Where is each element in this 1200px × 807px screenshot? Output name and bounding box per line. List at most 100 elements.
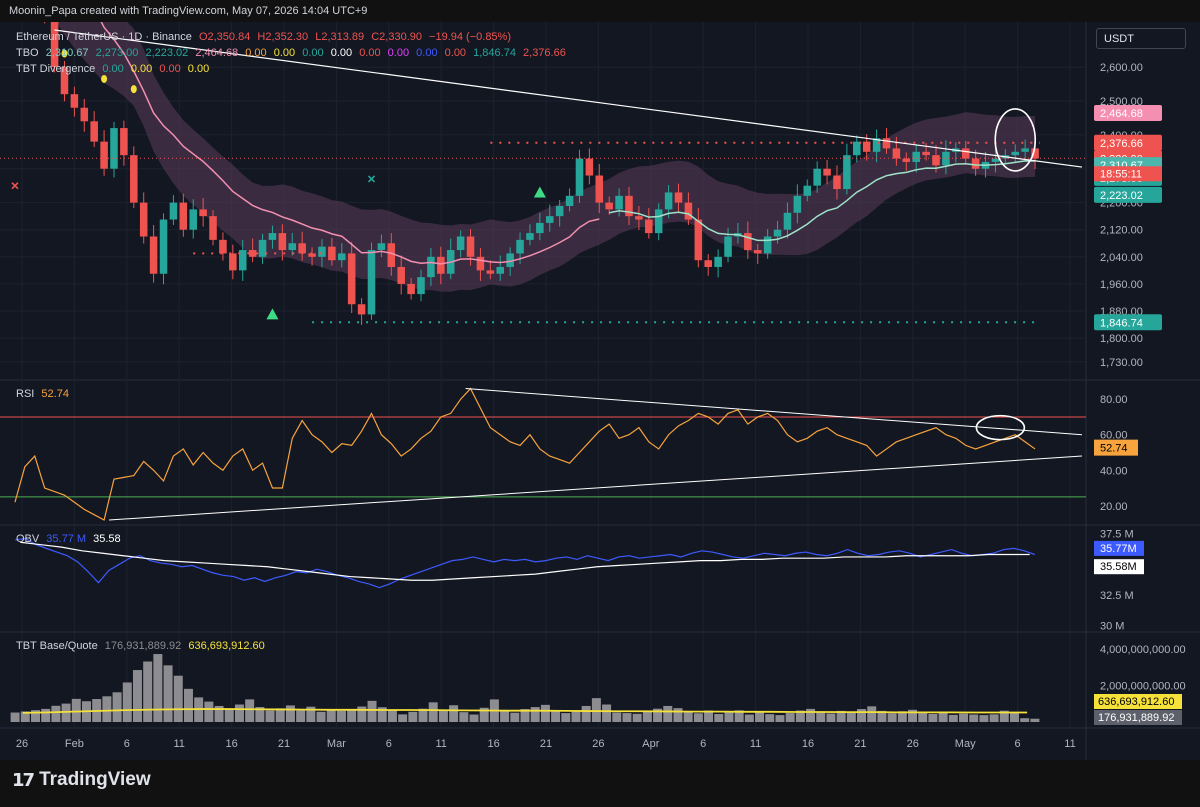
candle-body (536, 222, 544, 234)
price-badge-text: 1,846.74 (1100, 317, 1143, 329)
candle-body (318, 246, 326, 257)
volume-tick-label: 2,000,000,000.00 (1100, 681, 1186, 693)
countdown-badge: 18:55:11 (1094, 166, 1162, 182)
tbo-value: 0.00 (444, 47, 467, 59)
volume-bar (326, 709, 336, 722)
volume-bar (918, 713, 928, 722)
candle-body (258, 239, 267, 257)
rsi-legend[interactable]: RSI 52.74 (16, 388, 73, 400)
volume-bar (306, 706, 316, 722)
candle-body (763, 236, 772, 254)
tbo-value: 0.00 (359, 47, 381, 59)
candle-body (308, 253, 316, 257)
volume-bar (255, 707, 265, 722)
top-bar: Moonin_Papa created with TradingView.com… (0, 0, 1200, 22)
candle-body (476, 256, 485, 271)
time-tick-label: 6 (124, 738, 130, 750)
price-badge-text: 2,223.02 (1100, 190, 1143, 202)
volume-bar (265, 710, 275, 722)
tradingview-logo[interactable]: 𝟭𝟳 TradingView (12, 769, 151, 791)
volume-bar (41, 708, 51, 722)
obv-legend[interactable]: OBV 35.77 M 35.58 (16, 533, 125, 545)
tbt-divergence-legend[interactable]: TBT Divergence 0.00 0.00 0.00 0.00 (16, 63, 213, 75)
candle-body (605, 202, 613, 210)
volume-bar (989, 714, 999, 722)
obv-ma-badge-text: 35.58M (1100, 561, 1137, 573)
volume-bar (367, 700, 377, 722)
volume-bar (408, 711, 418, 722)
candle-body (704, 260, 712, 267)
tbo-value: 0.00 (330, 47, 353, 59)
candle-body (159, 219, 168, 274)
volume-bar (561, 713, 571, 722)
candle-body (783, 212, 792, 230)
candle-body (674, 192, 683, 203)
tbo-value: 0.00 (245, 47, 267, 59)
candle-body (139, 202, 148, 237)
volume-bar (153, 654, 163, 722)
volume-bar (683, 711, 693, 722)
volume-bar (530, 707, 540, 722)
volume-bar (1010, 711, 1020, 722)
rsi-pane (0, 387, 1086, 521)
rsi-line (14, 387, 1036, 521)
volume-bar (663, 705, 673, 722)
obv-badge-bg (1094, 540, 1144, 556)
ohlc-open: O2,350.84 (198, 31, 251, 43)
candle-body (892, 148, 901, 159)
volume-bar (418, 708, 428, 722)
candle-body (843, 155, 851, 190)
volume-bar (969, 714, 979, 722)
obv-value: 35.77 M (46, 533, 87, 545)
rsi-lower-trendline (109, 455, 1083, 521)
tbo-value: 2,273.00 (95, 47, 139, 59)
time-tick-label: 16 (802, 738, 814, 750)
price-tick-label: 2,040.00 (1100, 252, 1143, 264)
candle-body (407, 283, 415, 295)
time-tick-label: 21 (540, 738, 552, 750)
footer (0, 760, 1200, 807)
volume-bar (204, 701, 214, 722)
time-tick-label: 16 (225, 738, 237, 750)
tbo-value: 1,846.74 (473, 47, 516, 59)
volume-bar (10, 712, 20, 722)
volume-bar (143, 661, 153, 722)
candle-body (456, 236, 465, 251)
volume-bar (959, 713, 969, 722)
candle-body (298, 243, 306, 254)
symbol-legend[interactable]: Ethereum / TetherUS · 1D · Binance O2,35… (16, 31, 515, 43)
volume-badge-text: 176,931,889.92 (1098, 712, 1174, 724)
tbt-bq-ma-value: 636,693,912.60 (188, 640, 265, 652)
volume-bar (30, 710, 40, 722)
candle-body (862, 141, 871, 152)
tbt-base-quote-legend[interactable]: TBT Base/Quote 176,931,889.92 636,693,91… (16, 640, 269, 652)
rsi-badge: 52.74 (1094, 439, 1138, 456)
volume-bar (459, 712, 469, 722)
volume-bar (581, 705, 591, 722)
candle-body (338, 253, 346, 261)
price-tick-label: 1,730.00 (1100, 357, 1143, 369)
candle-body (367, 250, 376, 315)
candle-body (853, 141, 861, 156)
obv-badge: 35.77M (1094, 540, 1144, 556)
time-tick-label: Feb (65, 738, 84, 750)
volume-bar (122, 682, 132, 722)
time-tick-label: 11 (435, 738, 446, 750)
descending-trendline (54, 29, 1083, 168)
tbo-value: 0.00 (302, 47, 324, 59)
candle-body (209, 216, 217, 240)
volume-bar (591, 698, 601, 722)
ohlc-high: H2,352.30 (257, 31, 309, 43)
volume-bar (928, 713, 938, 722)
rsi-tick-label: 20.00 (1100, 501, 1128, 513)
time-tick-label: 26 (907, 738, 919, 750)
volume-bar (336, 710, 346, 722)
price-axis-badge: 2,223.02 (1094, 186, 1162, 203)
volume-bar (744, 714, 754, 722)
time-tick-label: 6 (700, 738, 706, 750)
currency-selector[interactable]: USDT (1096, 28, 1186, 49)
candle-body (595, 175, 604, 203)
candle-body (753, 250, 762, 254)
tbo-legend[interactable]: TBO 2,310.67 2,273.00 2,223.02 2,464.68 … (16, 47, 570, 59)
